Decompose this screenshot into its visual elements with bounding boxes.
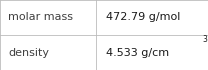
Text: 3: 3 — [203, 35, 207, 44]
Text: density: density — [8, 48, 49, 57]
Text: molar mass: molar mass — [8, 13, 73, 22]
Text: 4.533 g/cm: 4.533 g/cm — [106, 48, 169, 57]
Text: 472.79 g/mol: 472.79 g/mol — [106, 13, 181, 22]
